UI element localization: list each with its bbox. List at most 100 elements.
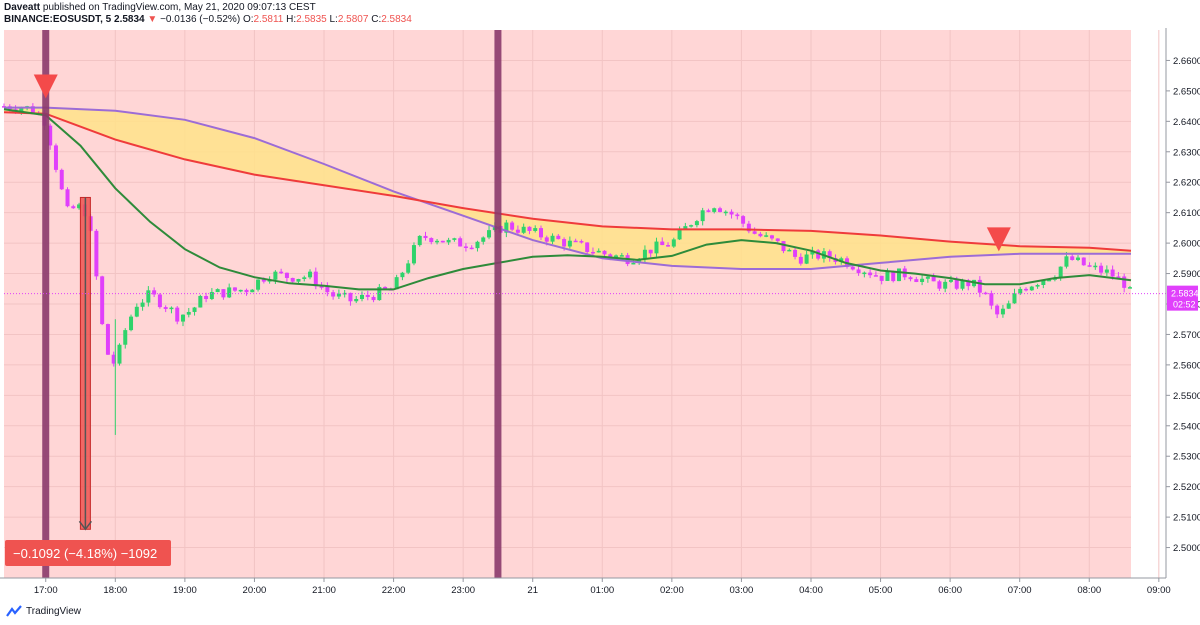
candle-up: [619, 255, 624, 257]
x-tick-label: 08:00: [1077, 585, 1101, 596]
candle-down: [48, 125, 53, 146]
x-tick-label: 18:00: [103, 585, 127, 596]
candle-up: [689, 225, 694, 227]
candle-down: [383, 286, 388, 290]
candle-up: [700, 210, 705, 222]
candle-down: [937, 281, 942, 289]
candle-up: [1029, 286, 1034, 291]
measure-label: −0.1092 (−4.18%) −1092: [5, 540, 171, 566]
candles: [2, 103, 1132, 367]
candle-up: [411, 245, 416, 264]
candle-down: [440, 240, 445, 243]
y-tick-label: 2.6500: [1173, 86, 1200, 97]
candle-up: [596, 250, 601, 253]
y-tick-label: 2.6200: [1173, 178, 1200, 189]
candle-down: [261, 279, 266, 282]
candle-up: [1012, 293, 1017, 304]
footer: TradingView: [6, 605, 81, 617]
candle-down: [1081, 257, 1086, 266]
candle-down: [527, 226, 532, 231]
candle-up: [567, 240, 572, 247]
candle-down: [429, 238, 434, 243]
measure-label-text: −0.1092 (−4.18%) −1092: [13, 546, 157, 561]
x-tick-label: 01:00: [590, 585, 614, 596]
candle-up: [238, 289, 243, 292]
candle-down: [966, 280, 971, 287]
brand-text[interactable]: TradingView: [26, 605, 82, 617]
header-line-2: BINANCE:EOSUSDT, 5 2.5834 ▼ −0.0136 (−0.…: [4, 14, 412, 26]
candle-up: [948, 279, 953, 282]
candle-down: [1087, 265, 1092, 267]
candle-up: [1104, 269, 1109, 273]
candle-up: [19, 107, 24, 112]
candle-up: [117, 344, 122, 364]
candle-up: [140, 302, 145, 307]
candle-down: [746, 223, 751, 232]
candle-up: [123, 330, 128, 345]
x-tick-label: 17:00: [34, 585, 58, 596]
candle-down: [1024, 288, 1029, 291]
x-tick-label: 22:00: [382, 585, 406, 596]
candle-up: [723, 211, 728, 214]
y-tick-label: 2.6100: [1173, 208, 1200, 219]
candle-down: [290, 277, 295, 282]
candle-down: [94, 230, 99, 277]
candle-up: [308, 271, 313, 278]
candle-down: [954, 279, 959, 289]
candle-up: [1035, 285, 1040, 287]
open-value: 2.5811: [253, 14, 284, 25]
candle-down: [1070, 256, 1075, 260]
current-price-value: 2.5834: [1171, 289, 1199, 299]
candle-down: [232, 287, 237, 291]
candle-up: [694, 221, 699, 226]
candle-down: [30, 106, 35, 114]
vertical-marker: [494, 30, 502, 578]
x-tick-label: 04:00: [799, 585, 823, 596]
candle-up: [504, 222, 509, 233]
candle-up: [302, 277, 307, 279]
candle-down: [458, 238, 463, 247]
candle-up: [186, 311, 191, 315]
candle-up: [1000, 308, 1005, 315]
candle-up: [521, 226, 526, 233]
candle-down: [556, 235, 561, 240]
author-name[interactable]: Daveatt: [4, 2, 41, 13]
candle-up: [1006, 303, 1011, 309]
candle-up: [631, 262, 636, 265]
y-tick-label: 2.5000: [1173, 543, 1200, 554]
candle-up: [1018, 288, 1023, 294]
candle-down: [879, 275, 884, 281]
candle-up: [134, 306, 139, 317]
y-tick-label: 2.5600: [1173, 360, 1200, 371]
publish-info: published on TradingView.com, May 21, 20…: [42, 2, 316, 13]
candle-down: [989, 293, 994, 306]
candle-up: [417, 235, 422, 246]
symbol-label: BINANCE:EOSUSDT, 5: [4, 14, 112, 25]
candle-up: [642, 249, 647, 260]
candle-up: [550, 235, 555, 242]
measure-arrow-icon: [78, 520, 92, 531]
bar-countdown: 02:52: [1173, 300, 1196, 310]
x-tick-label: 23:00: [451, 585, 475, 596]
candle-up: [943, 281, 948, 289]
candle-up: [198, 295, 203, 308]
slow-ma-line: [4, 106, 1131, 270]
high-label: H:: [286, 14, 297, 25]
candle-down: [729, 211, 734, 215]
candle-down: [850, 266, 855, 270]
y-tick-label: 2.6400: [1173, 117, 1200, 128]
candle-down: [284, 272, 289, 278]
candle-up: [810, 250, 815, 255]
candle-down: [163, 307, 168, 309]
price-chart[interactable]: −0.1092 (−4.18%) −1092 2.6600 2.6500 2.6400…: [0, 28, 1200, 605]
candle-up: [614, 255, 619, 258]
candle-down: [666, 245, 671, 247]
y-tick-label: 2.5100: [1173, 513, 1200, 524]
candle-down: [59, 169, 64, 190]
candle-up: [359, 294, 364, 300]
x-tick-label: 09:00: [1147, 585, 1171, 596]
candle-down: [602, 250, 607, 255]
candle-down: [1122, 276, 1127, 288]
candle-down: [65, 189, 70, 207]
candle-down: [590, 251, 595, 254]
